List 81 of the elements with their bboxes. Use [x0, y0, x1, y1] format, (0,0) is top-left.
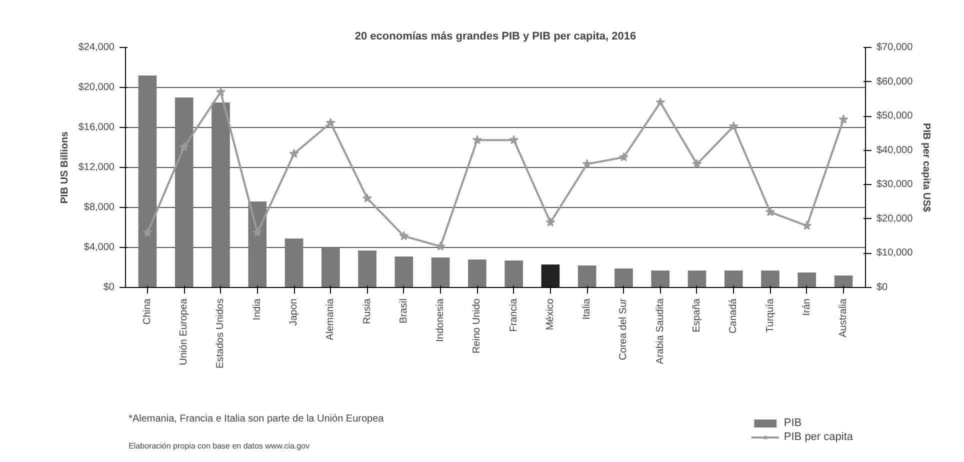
legend-label: PIB	[784, 417, 803, 429]
y-axis-title: PIB US Billions	[59, 130, 70, 204]
bar	[138, 76, 157, 288]
x-tick-label: Irán	[801, 298, 812, 316]
y2-axis-title: PIB per capita US$	[920, 123, 932, 212]
x-tick-label: Turquía	[764, 298, 776, 333]
bar	[614, 268, 633, 288]
point	[362, 193, 372, 202]
text: Elaboración propia con base en datos www.cia.gov	[128, 442, 310, 450]
x-tick-label: China	[142, 298, 153, 325]
x-tick-label: Unión Europea	[178, 298, 190, 366]
bar	[798, 272, 816, 288]
text: *Alemania, Francia e Italia son parte de la Unión Europea	[128, 414, 384, 424]
y-tick-label: $16,000	[78, 122, 115, 133]
x-tick-label: Arabia Saudita	[654, 298, 666, 364]
bar	[284, 238, 304, 288]
y2-tick-label: $60,000	[876, 76, 914, 88]
x-tick-label: Estados Unidos	[215, 298, 226, 369]
x-tick-label: Japon	[288, 298, 300, 326]
x-tick-label: Reino Unido	[472, 298, 483, 354]
bar	[321, 248, 340, 288]
point	[399, 231, 409, 240]
bar	[504, 260, 523, 288]
x-tick-label: Corea del Sur	[618, 298, 630, 360]
x-tick-label: Alemania	[325, 298, 336, 340]
y-tick-label: $8,000	[84, 202, 115, 213]
point	[656, 97, 666, 106]
bar	[724, 270, 743, 288]
bar	[212, 102, 230, 288]
x-tick-label: Francia	[508, 298, 520, 332]
y2-tick-label: $40,000	[876, 144, 914, 156]
point	[618, 152, 628, 162]
x-tick-label: Brasil	[398, 298, 410, 324]
bar	[578, 266, 596, 288]
point	[802, 220, 812, 230]
bar	[651, 270, 670, 288]
point	[252, 228, 262, 237]
point	[582, 159, 592, 168]
y2-tick-label: $30,000	[876, 179, 914, 190]
x-tick-label: Rusia	[362, 298, 373, 324]
point	[765, 207, 776, 216]
bar	[834, 276, 853, 288]
legend-label: PIB per capita	[784, 431, 853, 443]
point	[838, 114, 848, 124]
y2-tick-label: $70,000	[876, 42, 914, 53]
bar	[248, 202, 267, 288]
y2-tick-label: $50,000	[876, 110, 914, 122]
point	[509, 135, 519, 144]
x-tick-label: Italia	[582, 298, 593, 320]
y-tick-label: $12,000	[78, 162, 115, 173]
point	[692, 159, 702, 168]
y-tick-label: $24,000	[78, 42, 115, 53]
y2-tick-label: $10,000	[876, 248, 914, 259]
y-tick-label: $20,000	[78, 82, 115, 93]
point	[546, 217, 556, 226]
y2-tick-label: $20,000	[876, 213, 914, 224]
x-tick-label: México	[544, 298, 556, 330]
point	[289, 148, 299, 158]
y-tick-label: $0	[103, 282, 115, 293]
bar	[541, 264, 560, 288]
y-tick-label: $4,000	[84, 242, 115, 253]
x-tick-label: Australia	[838, 298, 850, 338]
x-tick-label: Canadá	[728, 298, 740, 334]
bar	[174, 98, 194, 288]
point	[472, 135, 482, 144]
point	[216, 87, 226, 96]
point	[326, 118, 336, 128]
x-tick-label: Indonesia	[435, 298, 446, 342]
point	[179, 142, 189, 152]
x-tick-label: India	[252, 298, 263, 320]
bar	[358, 250, 376, 288]
point	[728, 121, 738, 130]
x-tick-label: España	[691, 298, 702, 332]
point	[142, 228, 152, 237]
bar	[468, 260, 486, 288]
chart-title: 20 economías más grandes PIB y PIB per capita, 2016	[354, 30, 636, 42]
bar	[761, 270, 780, 288]
y2-tick-label: $0	[876, 282, 888, 293]
bar	[688, 270, 706, 288]
bar	[394, 256, 414, 288]
bar	[431, 258, 450, 288]
